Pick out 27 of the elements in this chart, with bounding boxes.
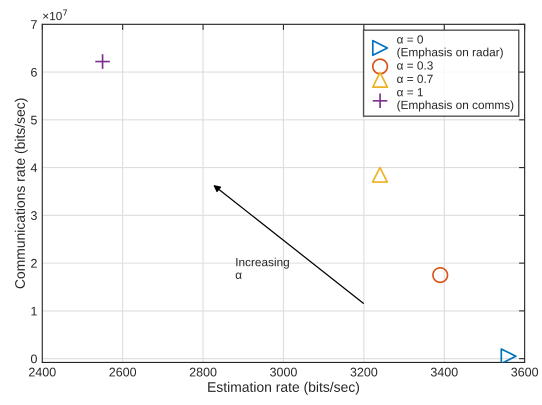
x-tick-label: 2800 (190, 368, 216, 377)
legend-label: α = 0.3 (397, 61, 433, 70)
point (372, 166, 388, 183)
y-tick-label: 6 (31, 68, 37, 77)
legend-label: α = 1 (Emphasis on comms) (397, 88, 514, 112)
point (432, 266, 448, 284)
y-axis-title: Communications rate (bits/sec) (14, 98, 28, 288)
legend-label: α = 0 (Emphasis on radar) (397, 35, 503, 59)
x-axis-title: Estimation rate (bits/sec) (208, 382, 360, 395)
y-tick-label: 2 (31, 258, 37, 268)
y-tick-label: 3 (30, 211, 37, 220)
y-tick-label: 4 (30, 164, 38, 172)
y-tick-label: 1 (31, 306, 37, 316)
y-tick-label: 5 (30, 116, 37, 124)
x-tick-label: 3600 (511, 368, 538, 377)
x-tick-label: 3400 (430, 368, 458, 377)
x-tick-label: 2400 (29, 368, 56, 377)
y-tick-label: 7 (31, 20, 37, 29)
x-tick-label: 3200 (350, 368, 378, 377)
legend-label: α = 0.7 (397, 74, 433, 84)
x-tick-label: 3000 (270, 368, 297, 377)
point (94, 53, 111, 70)
x-tick-label: 2600 (109, 368, 136, 377)
annotation: Increasing α (236, 258, 289, 280)
text: ×10$^{7}$ (43, 10, 67, 20)
point (500, 348, 517, 362)
y-tick-label: 0 (30, 354, 37, 364)
